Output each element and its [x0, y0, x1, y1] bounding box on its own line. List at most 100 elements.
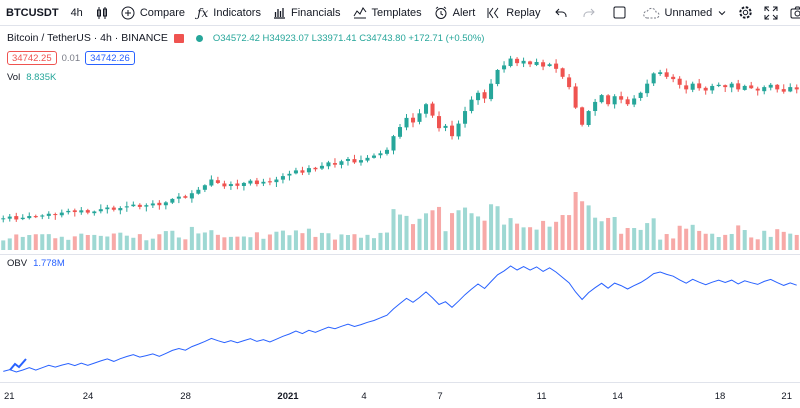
- settings-button[interactable]: [733, 0, 758, 26]
- candle-body: [710, 85, 715, 91]
- bar-style-icon: [96, 6, 107, 19]
- volume-bar: [684, 228, 689, 250]
- volume-bar: [580, 201, 585, 250]
- volume-bar: [384, 232, 390, 250]
- candle-body: [92, 211, 97, 214]
- candle-body: [137, 204, 142, 207]
- candle-body: [606, 95, 611, 105]
- candle-body: [72, 210, 77, 213]
- volume-bar: [495, 206, 500, 250]
- settings-gear-icon: [739, 6, 752, 19]
- financials-button[interactable]: Financials: [267, 0, 347, 26]
- candle-body: [768, 84, 773, 88]
- visibility-dot-icon[interactable]: [195, 34, 203, 42]
- indicators-button[interactable]: ƒx Indicators: [191, 0, 267, 26]
- interval-button[interactable]: 4h: [70, 6, 83, 19]
- candle-body: [222, 183, 227, 187]
- volume-bar: [319, 232, 324, 250]
- candle-body: [404, 117, 409, 128]
- candle-body: [482, 92, 487, 99]
- volume-bar: [46, 234, 51, 250]
- ohlc-values: O34572.42 H34923.07 L33971.41 C34743.80 …: [213, 33, 485, 44]
- candle-body: [625, 99, 630, 105]
- volume-bar: [651, 218, 656, 250]
- candle-body: [736, 83, 741, 90]
- candle-body: [645, 83, 650, 94]
- volume-bar: [53, 238, 58, 250]
- candle-body: [567, 77, 572, 88]
- volume-bar: [170, 230, 175, 250]
- templates-button[interactable]: Templates: [347, 0, 428, 26]
- time-axis-label: 21: [4, 391, 15, 402]
- candle-body: [424, 104, 429, 114]
- symbol-search-button[interactable]: BTCUSDT: [6, 6, 59, 19]
- candle-body: [547, 64, 552, 67]
- time-axis[interactable]: 21 24 28 2021 4 7 11 14 18 21: [4, 391, 792, 402]
- candle-body: [463, 111, 468, 124]
- volume-bar: [677, 225, 682, 250]
- candle-body: [456, 123, 461, 137]
- tradingview-logo-icon[interactable]: [9, 358, 27, 372]
- snapshot-button[interactable]: [784, 0, 800, 26]
- candle-body: [170, 198, 175, 203]
- volume-bar: [196, 233, 201, 250]
- volume-bar: [280, 230, 285, 250]
- candle-body: [267, 181, 272, 183]
- high-key: H: [262, 32, 270, 44]
- alert-clock-icon: [435, 6, 447, 19]
- candle-body: [723, 85, 728, 88]
- alert-button[interactable]: Alert: [428, 0, 482, 26]
- candle-body: [450, 125, 455, 137]
- candle-body: [476, 92, 481, 101]
- bar-style-button[interactable]: [89, 0, 115, 26]
- candle-body: [541, 62, 546, 67]
- volume-bar: [424, 213, 429, 250]
- layout-name-button[interactable]: Unnamed: [636, 0, 734, 26]
- replay-button[interactable]: Replay: [481, 0, 546, 26]
- volume-bar: [664, 234, 669, 250]
- fullscreen-button[interactable]: [758, 0, 784, 26]
- candle-body: [33, 216, 38, 218]
- undo-button[interactable]: [547, 0, 575, 26]
- candle-body: [437, 116, 442, 129]
- obv-label: OBV: [7, 258, 28, 269]
- volume-bar: [313, 236, 318, 250]
- candle-body: [508, 58, 513, 67]
- compare-button[interactable]: Compare: [115, 0, 191, 26]
- time-axis-label: 21: [781, 391, 792, 402]
- candle-body: [489, 83, 494, 100]
- volume-bar: [528, 227, 533, 250]
- candle-body: [254, 180, 259, 185]
- close-value: 34743.80: [366, 32, 406, 44]
- volume-bar: [176, 237, 181, 250]
- volume-bar: [40, 234, 45, 250]
- time-axis-label: 28: [180, 391, 191, 402]
- candle-body: [287, 173, 292, 176]
- candle-body: [183, 196, 188, 198]
- candle-body: [27, 216, 32, 219]
- volume-bar: [443, 231, 448, 250]
- candle-body: [144, 205, 149, 207]
- volume-bar: [541, 220, 546, 250]
- chart-canvas[interactable]: 21 24 28 2021 4 7 11 14 18 21: [0, 26, 800, 408]
- market-status-icon: [173, 33, 184, 43]
- volume-bar: [345, 235, 350, 250]
- candle-body: [521, 60, 526, 64]
- redo-button[interactable]: [575, 0, 603, 26]
- volume-bar: [391, 209, 396, 250]
- volume-bar: [469, 213, 474, 250]
- candle-body: [515, 58, 520, 64]
- select-box-button[interactable]: [603, 0, 636, 26]
- sell-price-button[interactable]: 34742.25: [7, 51, 57, 65]
- candle-body: [391, 136, 396, 151]
- indicators-label: Indicators: [213, 6, 261, 19]
- volume-bars: [1, 192, 799, 250]
- compare-plus-icon: [121, 6, 135, 19]
- chevron-down-icon: [718, 10, 726, 15]
- volume-bar: [573, 192, 578, 250]
- candle-body: [150, 203, 155, 206]
- buy-price-button[interactable]: 34742.26: [85, 51, 135, 65]
- candle-body: [697, 83, 702, 89]
- candle-body: [228, 184, 233, 187]
- financials-label: Financials: [290, 6, 341, 19]
